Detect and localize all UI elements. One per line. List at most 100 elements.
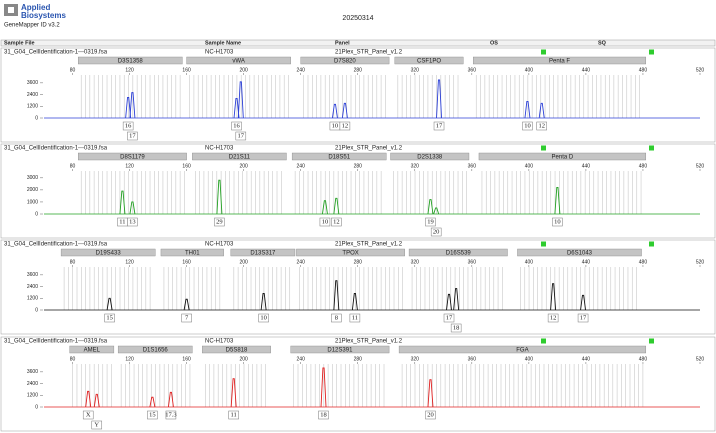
marker-name: D7S820 — [334, 58, 356, 64]
x-tick-label: 200 — [239, 163, 248, 169]
marker-bar — [160, 248, 224, 257]
marker-bar — [517, 248, 642, 257]
sample-name: NC-H1703 — [205, 146, 234, 152]
allele-call: 29 — [216, 218, 223, 225]
marker-name: D8S1179 — [120, 154, 145, 160]
marker-name: AMEL — [84, 347, 101, 353]
allele-call: 10 — [554, 218, 561, 225]
x-tick-label: 400 — [525, 67, 534, 73]
sq-indicator — [649, 241, 654, 247]
x-tick-label: 280 — [354, 356, 363, 362]
marker-bar — [192, 152, 287, 161]
x-tick-label: 80 — [70, 259, 76, 265]
marker-name: D16S539 — [446, 250, 472, 256]
x-tick-label: 320 — [411, 163, 420, 169]
allele-call: 17 — [238, 132, 245, 139]
marker-bar — [473, 56, 647, 65]
x-tick-label: 80 — [70, 356, 76, 362]
allele-call: 18 — [453, 324, 460, 331]
allele-call: 20 — [427, 411, 434, 418]
allele-box — [165, 410, 177, 420]
y-tick-label: 1000 — [27, 199, 38, 205]
date: 20250314 — [342, 15, 373, 22]
allele-box — [339, 121, 351, 131]
x-tick-label: 400 — [525, 356, 534, 362]
x-tick-label: 160 — [182, 356, 191, 362]
allele-box — [127, 131, 138, 141]
marker-name: D21S11 — [229, 154, 251, 160]
allele-box — [433, 121, 445, 131]
logo-mark-inner — [8, 7, 14, 13]
x-tick-label: 120 — [125, 259, 134, 265]
peak — [149, 396, 156, 408]
x-tick-label: 160 — [182, 259, 191, 265]
sample-file: 31_G04_CellIdentification-1---0319.fsa — [4, 50, 108, 56]
allele-box — [349, 313, 361, 323]
allele-call: 11 — [119, 218, 125, 225]
marker-bar — [296, 248, 405, 257]
allele-call: 11 — [352, 314, 358, 321]
x-tick-label: 480 — [639, 163, 648, 169]
x-tick-label: 400 — [525, 163, 534, 169]
peak — [237, 81, 244, 119]
x-tick-label: 360 — [468, 259, 477, 265]
peak — [260, 292, 267, 311]
column-title: SQ — [598, 40, 607, 46]
column-title: OS — [490, 40, 498, 46]
marker-bar — [186, 56, 291, 65]
allele-call: 10 — [260, 314, 267, 321]
y-tick-label: 0 — [35, 211, 38, 217]
sample-file: 31_G04_CellIdentification-1---0319.fsa — [4, 339, 108, 345]
marker-name: D19S433 — [96, 250, 122, 256]
allele-call: 11 — [231, 411, 237, 418]
os-indicator — [541, 338, 546, 344]
marker-name: TPOX — [342, 250, 358, 256]
peak — [233, 98, 240, 119]
x-tick-label: 160 — [182, 163, 191, 169]
panel-frame — [0, 47, 716, 143]
x-tick-label: 440 — [582, 67, 591, 73]
allele-call: X — [86, 411, 91, 418]
os-indicator — [541, 241, 546, 247]
peak — [453, 288, 460, 311]
peak — [351, 292, 358, 311]
allele-call: 16 — [125, 122, 132, 129]
column-title: Sample File — [4, 40, 35, 46]
y-tick-label: 1200 — [27, 393, 38, 399]
marker-name: D5S818 — [226, 347, 248, 353]
allele-call: 12 — [342, 122, 349, 129]
panel-frame — [0, 336, 716, 432]
allele-call: 16 — [233, 122, 240, 129]
marker-bar — [60, 248, 156, 257]
x-tick-label: 80 — [70, 163, 76, 169]
x-tick-label: 440 — [582, 356, 591, 362]
peak — [106, 297, 113, 311]
allele-box — [443, 313, 455, 323]
marker-name: Penta F — [549, 58, 570, 64]
marker-name: D6S1043 — [567, 250, 593, 256]
allele-call: 7 — [185, 314, 189, 321]
allele-call: 15 — [106, 314, 113, 321]
allele-call: 10 — [322, 218, 329, 225]
x-tick-label: 120 — [125, 67, 134, 73]
marker-bar — [78, 56, 183, 65]
y-tick-label: 2400 — [27, 381, 38, 387]
allele-call: 10 — [524, 122, 531, 129]
allele-box — [228, 410, 239, 420]
peak — [125, 97, 132, 119]
x-tick-label: 240 — [297, 67, 306, 73]
panel-name: 21Plex_STR_Panel_v1.2 — [335, 242, 403, 248]
allele-box — [425, 410, 436, 420]
x-tick-label: 320 — [411, 259, 420, 265]
y-tick-label: 0 — [35, 115, 38, 121]
marker-bar — [230, 248, 296, 257]
allele-call: 15 — [149, 411, 156, 418]
x-tick-label: 320 — [411, 67, 420, 73]
allele-box — [577, 313, 589, 323]
column-header — [0, 39, 716, 47]
y-tick-label: 2400 — [27, 92, 38, 98]
os-indicator — [541, 145, 546, 151]
brand: Applied — [21, 3, 50, 12]
peak — [524, 100, 531, 119]
